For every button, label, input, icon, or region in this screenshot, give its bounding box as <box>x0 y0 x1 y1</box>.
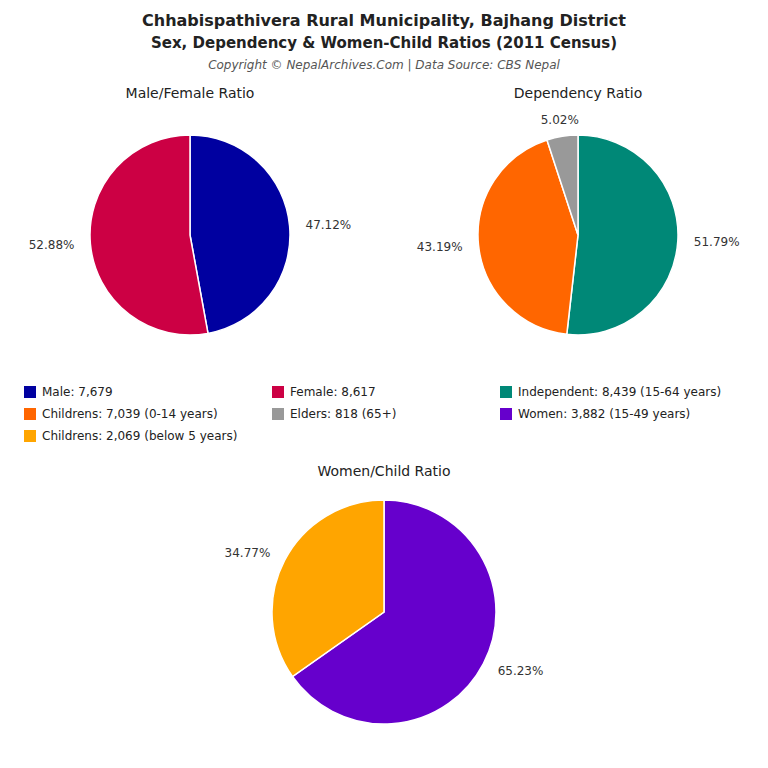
data-label: 65.23% <box>498 664 544 678</box>
legend-label: Childrens: 7,039 (0-14 years) <box>42 407 218 421</box>
pie-slice <box>567 135 678 335</box>
legend-label: Childrens: 2,069 (below 5 years) <box>42 429 237 443</box>
pie-slice <box>272 500 384 677</box>
chart-title: Dependency Ratio <box>514 85 643 101</box>
legend-label: Female: 8,617 <box>290 385 376 399</box>
legend-swatch <box>500 386 512 398</box>
data-label: 5.02% <box>541 113 579 127</box>
figure-title: Chhabispathivera Rural Municipality, Baj… <box>142 11 626 30</box>
data-label: 43.19% <box>417 240 463 254</box>
pie-chart: Dependency Ratio 51.79% 43.19% 5.02% <box>417 85 740 335</box>
pie-slice <box>90 135 208 335</box>
legend-swatch <box>24 386 36 398</box>
pie-slice <box>190 135 290 333</box>
data-label: 52.88% <box>29 238 75 252</box>
figure-subtitle: Sex, Dependency & Women-Child Ratios (20… <box>151 34 617 52</box>
legend-swatch <box>272 386 284 398</box>
legend-swatch <box>24 430 36 442</box>
legend-label: Elders: 818 (65+) <box>290 407 396 421</box>
legend-swatch <box>272 408 284 420</box>
data-label: 51.79% <box>694 235 740 249</box>
pie-slice <box>547 135 578 235</box>
chart-title: Women/Child Ratio <box>317 463 450 479</box>
legend-label: Independent: 8,439 (15-64 years) <box>518 385 721 399</box>
annotation: Copyright © NepalArchives.Com | Data Sou… <box>208 58 560 72</box>
data-label: 34.77% <box>225 546 271 560</box>
legend-swatch <box>500 408 512 420</box>
legend-label: Male: 7,679 <box>42 385 113 399</box>
chart-canvas: Chhabispathivera Rural Municipality, Baj… <box>0 0 768 768</box>
background <box>0 0 768 768</box>
data-label: 47.12% <box>306 218 352 232</box>
legend: Male: 7,679 Female: 8,617 Independent: 8,4… <box>24 385 721 443</box>
pie-chart: Male/Female Ratio 47.12% 52.88% <box>29 85 352 335</box>
legend-swatch <box>24 408 36 420</box>
chart-title: Male/Female Ratio <box>126 85 255 101</box>
legend-label: Women: 3,882 (15-49 years) <box>518 407 690 421</box>
pie-chart: Women/Child Ratio 65.23% 34.77% <box>225 463 544 724</box>
